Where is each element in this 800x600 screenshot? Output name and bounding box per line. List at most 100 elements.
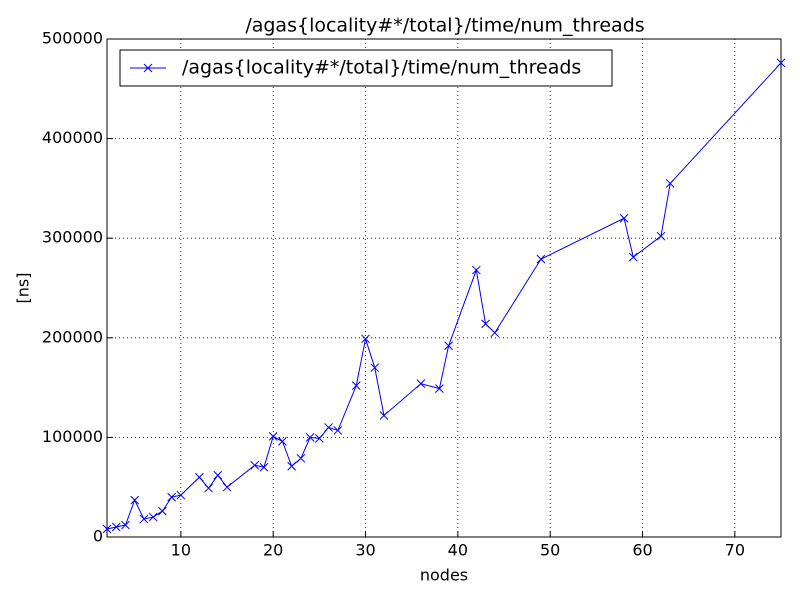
marker (139, 514, 149, 524)
x-tick-label: 70 (725, 541, 745, 560)
marker-shape (776, 58, 786, 68)
marker (167, 492, 176, 502)
marker-shape (176, 490, 186, 500)
marker (296, 453, 306, 463)
marker (471, 265, 481, 275)
marker-shape (204, 483, 213, 493)
marker-shape (143, 63, 153, 73)
legend-label: /agas{locality#*/total}/time/num_threads (182, 57, 581, 79)
marker (287, 461, 297, 471)
marker-shape (287, 461, 297, 471)
marker (143, 63, 153, 73)
marker-shape (536, 254, 546, 264)
marker-shape (656, 231, 666, 241)
marker (148, 512, 158, 522)
marker (628, 252, 638, 262)
marker-shape (333, 426, 343, 435)
marker-shape (259, 462, 269, 472)
marker (444, 341, 453, 351)
marker-shape (250, 460, 260, 470)
x-tick-label: 30 (355, 541, 375, 560)
chart-title: /agas{locality#*/total}/time/num_threads (245, 15, 644, 37)
marker-shape (148, 512, 158, 522)
y-tick-label: 200000 (42, 327, 103, 346)
marker (176, 490, 186, 500)
marker (361, 334, 370, 344)
marker (379, 411, 389, 420)
marker-shape (435, 384, 444, 393)
marker (102, 524, 112, 534)
marker-shape (296, 453, 306, 463)
marker-shape (324, 423, 333, 432)
marker (268, 432, 278, 441)
marker (435, 384, 444, 393)
y-tick-label: 400000 (42, 128, 103, 147)
marker (351, 381, 361, 390)
marker (111, 522, 121, 532)
marker (213, 470, 223, 480)
marker (315, 434, 324, 443)
y-tick-label: 0 (93, 527, 103, 546)
data-line (106, 62, 782, 530)
marker (776, 58, 786, 68)
marker (370, 363, 380, 373)
marker-shape (305, 433, 315, 442)
marker-shape (444, 341, 453, 351)
marker-shape (315, 434, 324, 443)
x-tick-label: 40 (448, 541, 468, 560)
marker-shape (370, 363, 380, 373)
marker-shape (268, 432, 278, 441)
marker (259, 462, 269, 472)
marker-shape (158, 506, 167, 516)
y-tick-label: 500000 (42, 29, 103, 48)
marker (665, 179, 675, 188)
marker-shape (490, 328, 500, 338)
marker (305, 433, 315, 442)
x-tick-label: 10 (171, 541, 191, 560)
marker (656, 231, 666, 241)
x-tick-label: 20 (263, 541, 283, 560)
marker-shape (102, 524, 112, 534)
marker-shape (481, 319, 490, 329)
y-axis-label: [ns] (14, 273, 33, 304)
marker (158, 506, 167, 516)
marker-shape (351, 381, 361, 390)
marker (222, 482, 232, 492)
marker-shape (361, 334, 370, 344)
marker-shape (619, 213, 629, 223)
y-tick-label: 100000 (42, 427, 103, 446)
marker (130, 495, 140, 505)
marker (536, 254, 546, 264)
y-tick-label: 300000 (42, 228, 103, 247)
marker (204, 483, 213, 493)
marker (194, 472, 204, 482)
marker-shape (628, 252, 638, 262)
marker (324, 423, 333, 432)
marker (490, 328, 500, 338)
marker (619, 213, 629, 223)
marker-shape (665, 179, 675, 188)
marker-shape (130, 495, 140, 505)
marker (278, 437, 287, 446)
legend-box (119, 49, 613, 87)
marker-shape (278, 437, 287, 446)
marker-shape (194, 472, 204, 482)
x-tick-label: 60 (632, 541, 652, 560)
plot-frame (106, 38, 782, 538)
x-tick-label: 50 (540, 541, 560, 560)
marker-shape (471, 265, 481, 275)
marker-shape (416, 379, 426, 388)
marker-shape (121, 520, 130, 530)
marker (481, 319, 490, 329)
marker (121, 520, 130, 530)
marker-shape (379, 411, 389, 420)
marker (250, 460, 260, 470)
marker (416, 379, 426, 388)
marker-shape (222, 482, 232, 492)
marker-shape (213, 470, 223, 480)
marker-shape (167, 492, 176, 502)
marker (333, 426, 343, 435)
marker-shape (111, 522, 121, 532)
x-axis-label: nodes (420, 566, 468, 585)
